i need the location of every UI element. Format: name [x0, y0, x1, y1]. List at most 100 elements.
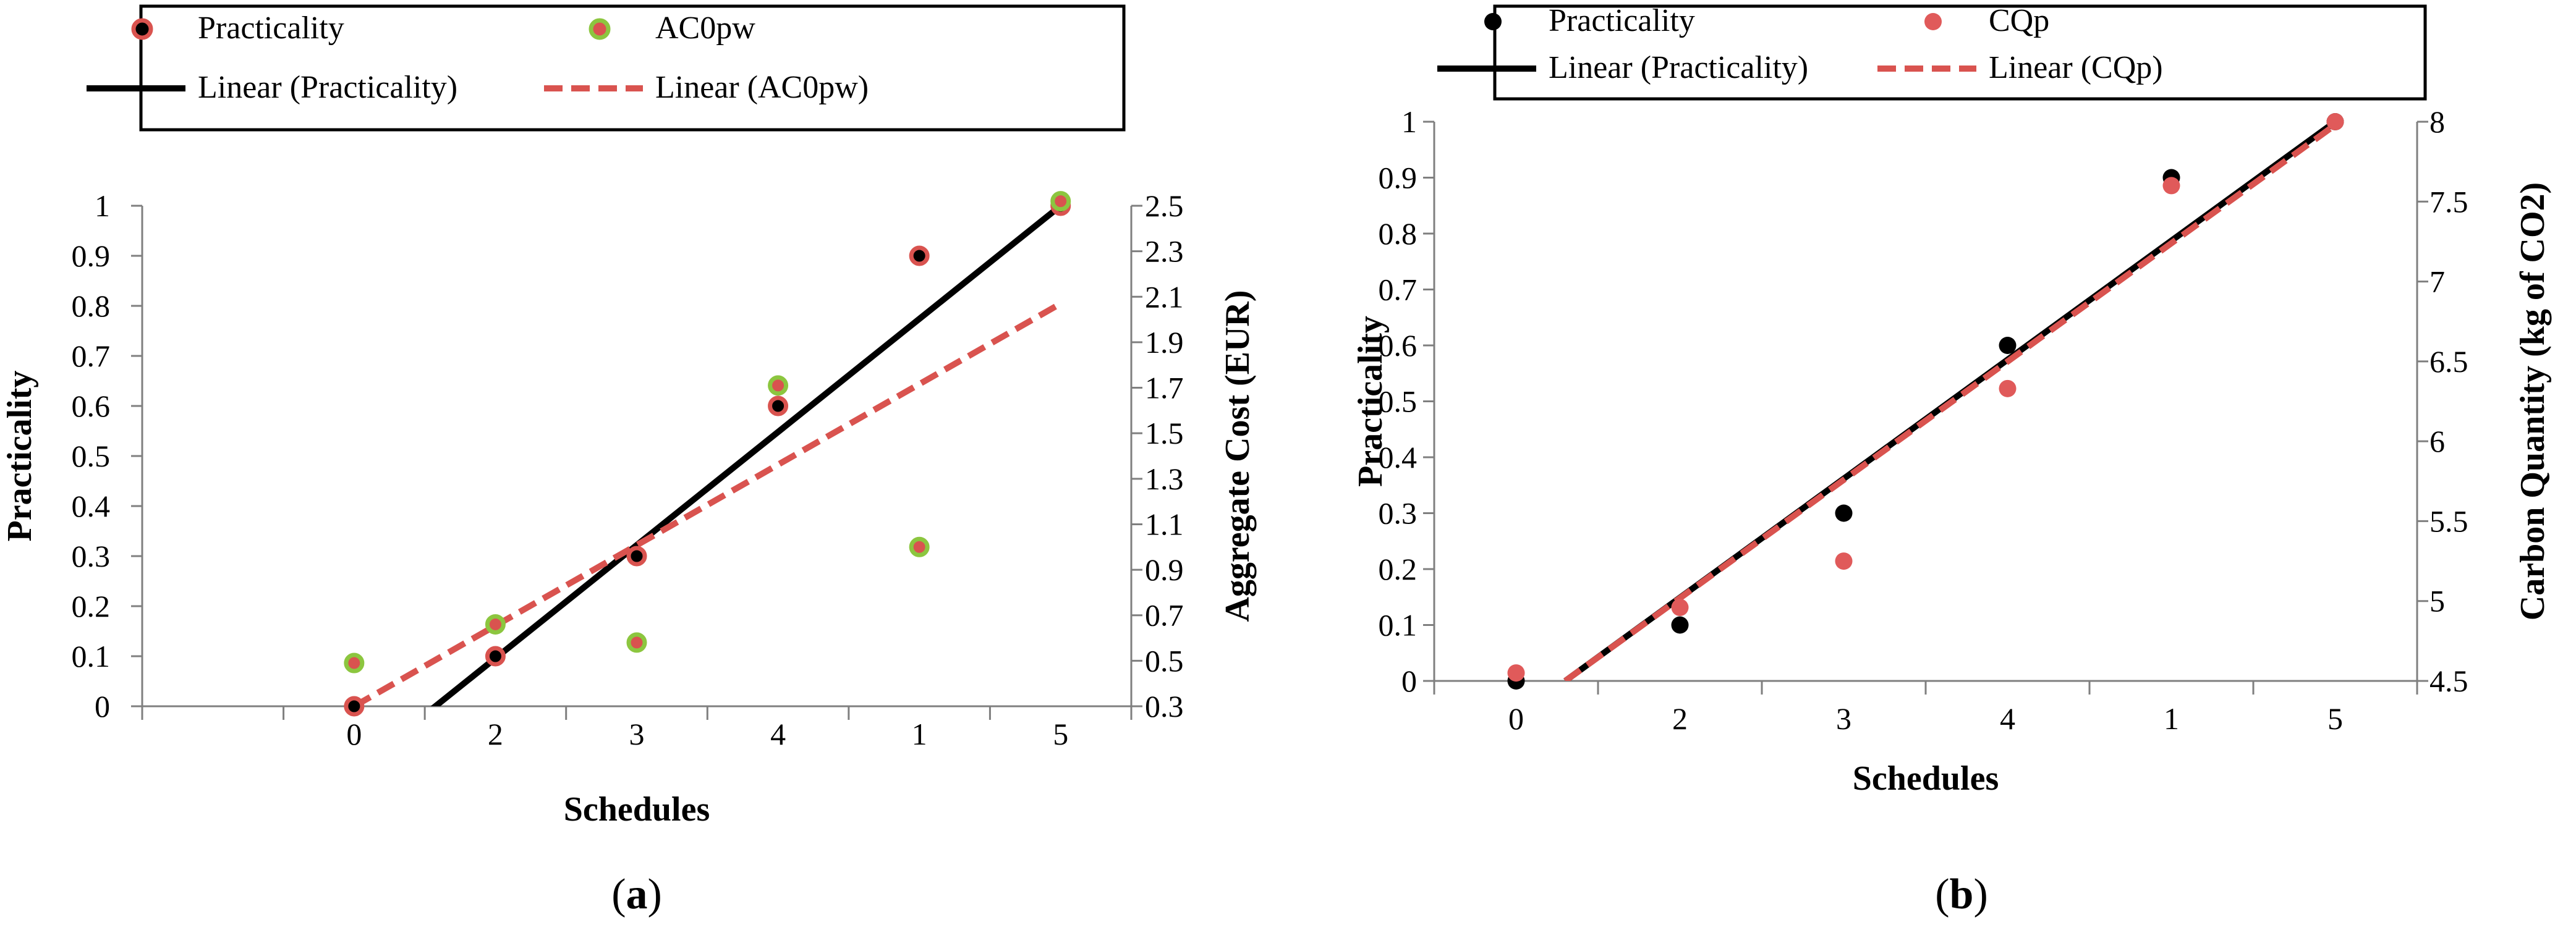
x-tick-label: 2 [1672, 701, 1688, 736]
x-tick-label: 5 [1053, 717, 1068, 751]
y-tick-label: 0 [1401, 664, 1417, 698]
y2-tick-label: 2.3 [1145, 234, 1184, 269]
y2-tick-label: 1.1 [1145, 507, 1184, 541]
trendline [1563, 122, 2337, 681]
x-tick-label: 0 [1508, 701, 1524, 736]
y-tick-label: 0.9 [72, 239, 111, 273]
legend-box [139, 4, 1126, 132]
y-tick-label: 1 [95, 188, 110, 223]
data-point-series2 [2162, 177, 2180, 195]
y2-axis-title: Carbon Quantity (kg of CO2) [2514, 182, 2552, 620]
legend-entry: Linear (Practicality) [1549, 50, 1808, 85]
legend-entry: Linear (AC0pw) [655, 70, 869, 105]
y2-tick-label: 1.7 [1145, 371, 1184, 405]
y2-tick-label: 6.5 [2429, 344, 2468, 379]
x-tick-label: 1 [2164, 701, 2179, 736]
y-tick-label: 0.8 [1379, 216, 1418, 251]
y-tick-label: 0.1 [1379, 608, 1418, 643]
y-tick-label: 1 [1401, 104, 1417, 139]
data-point-series2 [768, 375, 789, 396]
y-tick-label: 0.6 [1379, 328, 1418, 363]
legend-entry: AC0pw [655, 11, 755, 46]
y-tick-label: 0 [95, 689, 110, 724]
y-tick-label: 0.1 [72, 639, 111, 674]
x-tick-label: 5 [2327, 701, 2343, 736]
x-axis-title: Schedules [1853, 759, 1999, 798]
y2-tick-label: 8 [2429, 104, 2445, 139]
data-point-series2 [2326, 113, 2344, 130]
y2-tick-label: 2.5 [1145, 188, 1184, 223]
y2-tick-label: 0.3 [1145, 689, 1184, 724]
legend-marker [589, 18, 611, 40]
x-tick-label: 0 [346, 717, 362, 751]
panel-label-letter: b [1950, 871, 1974, 918]
data-point-series2 [626, 632, 647, 653]
y2-tick-label: 2.1 [1145, 279, 1184, 314]
y-tick-label: 0.2 [1379, 552, 1418, 586]
x-tick-label: 2 [488, 717, 503, 751]
y2-tick-label: 7 [2429, 264, 2445, 299]
legend: Practicality CQp Linear (Practicality) Line… [1437, 3, 2427, 101]
x-tick-label: 1 [912, 717, 927, 751]
x-tick-label: 3 [629, 717, 645, 751]
y-axis-title: Practicality [1, 371, 39, 542]
trendline [430, 203, 1063, 706]
panel-label-close: ) [648, 871, 662, 918]
data-point-practicality [344, 696, 365, 717]
y2-tick-label: 1.3 [1145, 462, 1184, 496]
x-tick-label: 4 [770, 717, 786, 751]
panel-label-close: ) [1973, 871, 1987, 918]
data-point-practicality [768, 395, 789, 416]
panel-label-open: ( [1935, 871, 1949, 918]
y-axis-title: Practicality [1351, 316, 1390, 487]
data-point-series2 [1050, 191, 1071, 212]
y2-tick-label: 0.5 [1145, 643, 1184, 678]
legend-entry: Linear (CQp) [1989, 50, 2163, 85]
data-point-practicality [485, 646, 506, 667]
y2-tick-label: 0.9 [1145, 552, 1184, 587]
data-point-practicality [1671, 616, 1689, 634]
y2-tick-label: 7.5 [2429, 184, 2468, 219]
y2-tick-label: 4.5 [2429, 664, 2468, 698]
data-point-practicality [1835, 504, 1853, 522]
legend: Practicality AC0pw Linear (Practicality) Li… [87, 4, 1126, 132]
data-point-series2 [485, 614, 506, 635]
y-tick-label: 0.2 [72, 589, 111, 623]
legend-entry: Practicality [198, 11, 344, 46]
y-tick-label: 0.3 [1379, 496, 1418, 531]
y2-tick-label: 1.9 [1145, 325, 1184, 360]
y2-tick-label: 1.5 [1145, 416, 1184, 450]
y-tick-label: 0.9 [1379, 161, 1418, 195]
legend-entry: Linear (Practicality) [198, 70, 457, 105]
panel-label-letter: a [626, 871, 648, 918]
data-point-practicality [1999, 337, 2017, 354]
y-tick-label: 0.7 [72, 339, 111, 373]
legend-marker [1484, 13, 1502, 30]
y-tick-label: 0.4 [72, 489, 111, 523]
y-tick-label: 0.5 [72, 439, 111, 473]
legend-entry: Practicality [1549, 3, 1695, 38]
y-tick-label: 0.7 [1379, 272, 1418, 307]
legend-entry: CQp [1989, 3, 2049, 38]
y2-tick-label: 5.5 [2429, 504, 2468, 538]
y2-tick-label: 5 [2429, 584, 2445, 619]
y-tick-label: 0.8 [72, 289, 111, 323]
y-tick-label: 0.3 [72, 539, 111, 573]
legend-box [1493, 4, 2427, 101]
y-tick-label: 0.4 [1379, 440, 1418, 475]
x-axis-title: Schedules [564, 790, 710, 829]
y-tick-label: 0.5 [1379, 384, 1418, 419]
data-point-practicality [909, 245, 930, 266]
chart-panel-a: 0 0.1 0.2 0.3 0.4 0.5 0.6 0.7 0.8 0.9 1 0.3 0.5 0.7 0.… [1, 4, 1257, 918]
data-point-series2 [1999, 379, 2017, 397]
panel-label-open: ( [611, 871, 626, 918]
data-point-practicality [626, 546, 647, 567]
panel-label: (b) [1935, 871, 1988, 918]
chart-panel-b: 0 0.1 0.2 0.3 0.4 0.5 0.6 0.7 0.8 0.9 1 4.5 5 5.5 6 6.5… [1351, 3, 2552, 918]
legend-marker [131, 18, 153, 40]
data-point-series2 [909, 536, 930, 557]
trendline [352, 300, 1063, 706]
data-point-series2 [1835, 552, 1853, 570]
x-tick-label: 3 [1836, 701, 1851, 736]
